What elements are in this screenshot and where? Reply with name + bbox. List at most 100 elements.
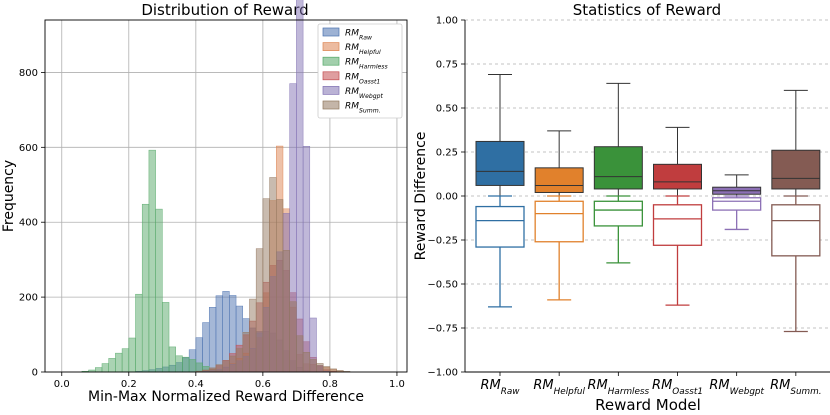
boxplot-grid bbox=[465, 19, 830, 373]
legend-swatch bbox=[322, 56, 340, 66]
y-tick-label: 0.50 bbox=[436, 104, 458, 115]
legend-swatch bbox=[322, 42, 340, 51]
boxplot-title: Statistics of Reward bbox=[573, 1, 721, 19]
y-tick-label: −0.25 bbox=[427, 236, 458, 247]
box-webgpt bbox=[712, 174, 762, 231]
box-negative bbox=[712, 197, 762, 211]
box-positive bbox=[534, 167, 584, 193]
box-helpful bbox=[534, 130, 584, 301]
x-tick-label: 0.0 bbox=[54, 379, 70, 390]
histogram-x-label: Min-Max Normalized Reward Difference bbox=[88, 389, 364, 405]
boxplot-y-ticks: 1.00 0.75 0.50 0.25 0.00 −0.25 −0.50 −0.75 −1.00 bbox=[427, 16, 465, 379]
histogram-bar bbox=[95, 367, 103, 373]
legend-swatch bbox=[322, 71, 340, 81]
histogram-bar bbox=[148, 149, 156, 373]
x-tick-label: RMWebgpt bbox=[709, 378, 764, 397]
histogram-bar bbox=[322, 366, 331, 373]
histogram-bar bbox=[262, 198, 270, 373]
histogram-bar bbox=[289, 301, 297, 373]
y-tick-label: 600 bbox=[19, 143, 38, 154]
y-tick-label: 0 bbox=[32, 368, 38, 379]
x-tick-label: 0.4 bbox=[188, 379, 204, 390]
histogram-bar bbox=[296, 335, 304, 373]
y-tick-label: −0.75 bbox=[427, 324, 458, 335]
legend-label: RMWebgpt bbox=[345, 87, 383, 100]
histogram-bar bbox=[195, 362, 203, 373]
histogram-bar bbox=[168, 346, 176, 373]
histogram-title: Distribution of Reward bbox=[141, 1, 308, 19]
histogram-bar bbox=[309, 359, 317, 373]
histogram-bar bbox=[141, 203, 150, 373]
legend-label: RMHarmless bbox=[345, 58, 388, 71]
box-positive bbox=[653, 163, 702, 190]
legend-label: RMRaw bbox=[345, 29, 372, 42]
box-positive bbox=[475, 140, 525, 186]
x-tick-label: RMSumm. bbox=[770, 378, 821, 397]
y-tick-label: 0.25 bbox=[436, 148, 458, 159]
legend-swatch bbox=[322, 86, 340, 95]
histogram-bar bbox=[222, 360, 230, 373]
box-negative bbox=[593, 200, 643, 227]
histogram-bar bbox=[101, 363, 109, 373]
histogram-bar bbox=[155, 208, 163, 373]
histogram-y-ticks: 0 200 400 600 800 bbox=[19, 68, 45, 379]
histogram-bar bbox=[282, 250, 290, 373]
histogram-bar bbox=[108, 358, 116, 373]
histogram-bar bbox=[202, 322, 210, 373]
histogram-bar bbox=[235, 348, 244, 373]
histogram-bar bbox=[121, 348, 130, 373]
histogram-bar bbox=[229, 355, 237, 373]
box-negative bbox=[771, 204, 821, 257]
legend-label: RMOasst1 bbox=[345, 72, 380, 85]
histogram-bar bbox=[115, 352, 123, 373]
x-tick-label: 0.6 bbox=[255, 379, 271, 390]
box-oasst1 bbox=[652, 126, 703, 306]
y-tick-label: −1.00 bbox=[427, 368, 458, 379]
box-harmless bbox=[593, 82, 643, 264]
histogram-bar bbox=[255, 248, 264, 373]
histogram-bar bbox=[208, 307, 217, 373]
legend-label: RMHelpful bbox=[345, 43, 381, 56]
y-tick-label: 400 bbox=[19, 218, 38, 229]
x-tick-label: 1.0 bbox=[389, 379, 405, 390]
histogram-bar bbox=[302, 146, 311, 373]
y-tick-label: 0.00 bbox=[436, 192, 458, 203]
histogram-bar bbox=[276, 199, 284, 373]
histogram-bar bbox=[269, 177, 277, 373]
box-positive bbox=[593, 146, 643, 190]
x-tick-label: RMHelpful bbox=[533, 378, 585, 397]
y-tick-label: 0.75 bbox=[436, 60, 458, 71]
y-tick-label: 1.00 bbox=[436, 16, 458, 27]
histogram-bar bbox=[242, 332, 250, 373]
histogram-bar bbox=[128, 337, 136, 373]
histogram-bar bbox=[296, 0, 304, 373]
box-negative bbox=[534, 200, 584, 243]
histogram-bar bbox=[329, 368, 337, 373]
y-tick-label: 200 bbox=[19, 293, 38, 304]
y-tick-label: −0.50 bbox=[427, 280, 458, 291]
histogram-bar bbox=[135, 293, 143, 373]
box-positive bbox=[771, 149, 821, 190]
histogram-bar bbox=[162, 302, 170, 373]
histogram-x-ticks: 0.0 0.2 0.4 0.6 0.8 1.0 bbox=[54, 372, 405, 390]
box-raw bbox=[475, 74, 525, 308]
legend-swatch bbox=[322, 100, 340, 110]
legend-swatch bbox=[322, 27, 340, 37]
histogram-bar bbox=[316, 363, 324, 373]
boxplot-x-ticks: RMRaw RMHelpful RMHarmless RMOasst1 RMWebgpt… bbox=[480, 372, 822, 397]
histogram-y-label: Frequency bbox=[1, 160, 17, 232]
box-negative bbox=[652, 204, 703, 246]
histogram-bar bbox=[222, 291, 230, 373]
x-tick-label: 0.8 bbox=[322, 379, 338, 390]
legend-label: RMSumm. bbox=[345, 102, 381, 115]
histogram-bar bbox=[208, 367, 217, 373]
x-tick-label: RMOasst1 bbox=[652, 378, 703, 397]
boxplot-chart: Statistics of Reward 1.00 0.75 0.50 0.25 0.0… bbox=[413, 1, 830, 414]
histogram-bar bbox=[215, 295, 223, 373]
box-negative bbox=[475, 205, 525, 248]
boxplot-y-label: Reward Difference bbox=[413, 132, 429, 261]
histogram-bars bbox=[81, 0, 351, 373]
histogram-bar bbox=[249, 298, 257, 373]
